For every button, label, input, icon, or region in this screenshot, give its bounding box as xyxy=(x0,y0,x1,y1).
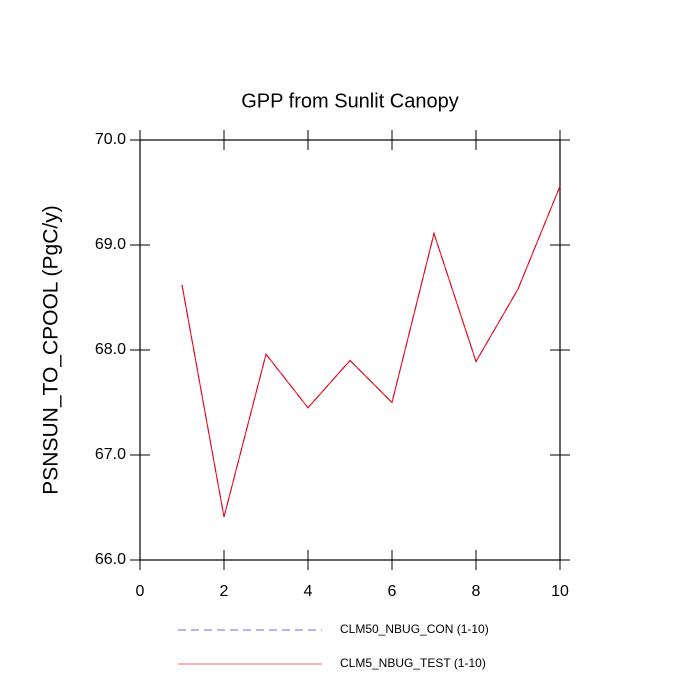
y-axis-label: PSNSUN_TO_CPOOL (PgC/y) xyxy=(40,205,63,494)
x-tick-label: 0 xyxy=(136,583,145,600)
series-line xyxy=(181,186,561,518)
y-tick-label: 70.0 xyxy=(95,131,126,148)
x-tick-label: 6 xyxy=(388,583,397,600)
y-tick-label: 69.0 xyxy=(95,236,126,253)
x-tick-label: 2 xyxy=(220,583,229,600)
y-tick-label: 67.0 xyxy=(95,446,126,463)
x-tick-label: 4 xyxy=(304,583,313,600)
legend-label: CLM5_NBUG_TEST (1-10) xyxy=(340,656,486,670)
y-tick-label: 66.0 xyxy=(95,551,126,568)
legend-label: CLM50_NBUG_CON (1-10) xyxy=(340,622,489,636)
x-tick-label: 8 xyxy=(472,583,481,600)
x-tick-label: 10 xyxy=(551,583,569,600)
plot-frame xyxy=(139,139,561,561)
chart-title: GPP from Sunlit Canopy xyxy=(241,90,459,112)
series-line xyxy=(181,186,561,518)
y-tick-label: 68.0 xyxy=(95,341,126,358)
